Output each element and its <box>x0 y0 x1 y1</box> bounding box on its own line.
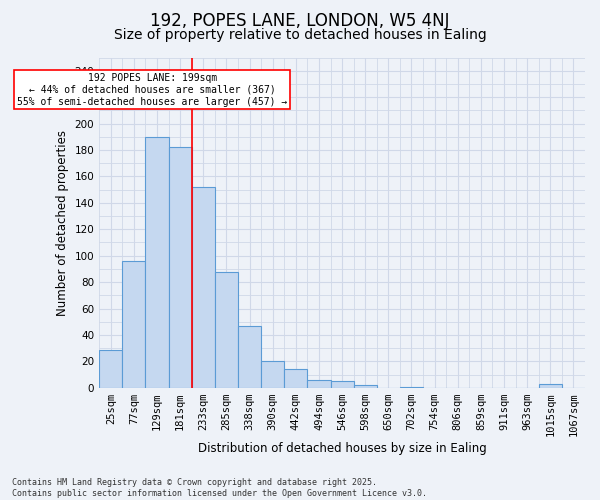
Bar <box>353 385 377 388</box>
Bar <box>145 137 169 388</box>
Text: 192, POPES LANE, LONDON, W5 4NJ: 192, POPES LANE, LONDON, W5 4NJ <box>150 12 450 30</box>
X-axis label: Distribution of detached houses by size in Ealing: Distribution of detached houses by size … <box>198 442 487 455</box>
Bar <box>539 384 562 388</box>
Bar <box>122 261 145 388</box>
Bar <box>284 370 307 388</box>
Bar <box>261 362 284 388</box>
Bar <box>99 350 122 388</box>
Text: 192 POPES LANE: 199sqm
← 44% of detached houses are smaller (367)
55% of semi-de: 192 POPES LANE: 199sqm ← 44% of detached… <box>17 74 287 106</box>
Bar <box>307 380 331 388</box>
Y-axis label: Number of detached properties: Number of detached properties <box>56 130 69 316</box>
Text: Size of property relative to detached houses in Ealing: Size of property relative to detached ho… <box>113 28 487 42</box>
Bar <box>215 272 238 388</box>
Bar <box>238 326 261 388</box>
Bar <box>169 148 192 388</box>
Bar <box>331 381 353 388</box>
Bar <box>400 386 423 388</box>
Text: Contains HM Land Registry data © Crown copyright and database right 2025.
Contai: Contains HM Land Registry data © Crown c… <box>12 478 427 498</box>
Bar <box>192 187 215 388</box>
